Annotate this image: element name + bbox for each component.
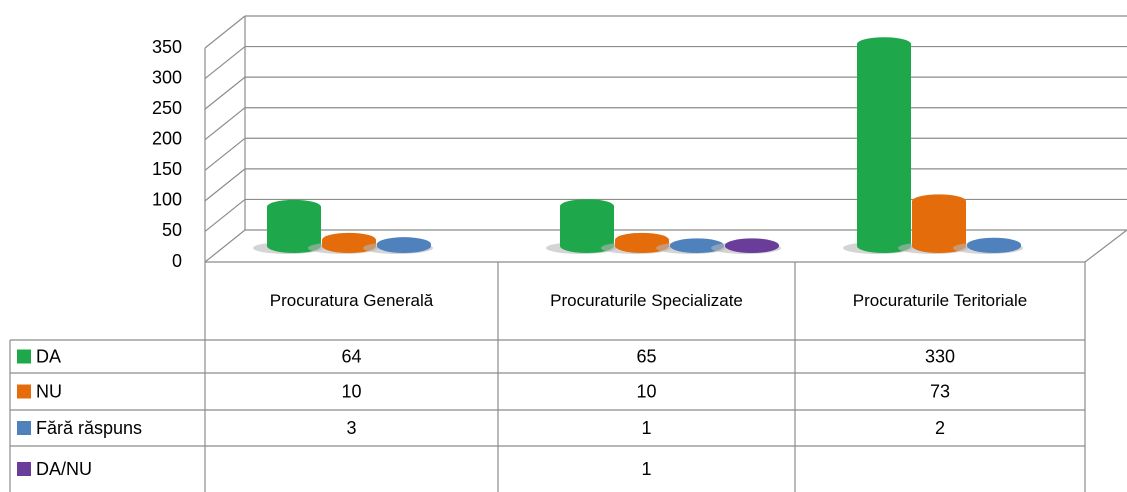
cylinder-top bbox=[615, 232, 669, 247]
legend-swatch bbox=[17, 349, 31, 364]
y-tick-label: 0 bbox=[172, 251, 182, 271]
data-label: 1 bbox=[641, 459, 651, 479]
data-label: 330 bbox=[925, 346, 955, 366]
grid-line bbox=[204, 107, 246, 141]
category-cell: Procuratura Generală bbox=[269, 291, 434, 310]
y-tick-label: 250 bbox=[152, 98, 182, 118]
category-cell: Procuraturile Specializate bbox=[550, 291, 743, 310]
cylinder-top bbox=[967, 237, 1021, 252]
data-label: 73 bbox=[930, 381, 950, 401]
y-tick-label: 300 bbox=[152, 67, 182, 87]
y-tick-label: 100 bbox=[152, 190, 182, 210]
data-label: 64 bbox=[341, 346, 361, 366]
legend-label: DA bbox=[36, 346, 61, 366]
legend-label: Fără răspuns bbox=[36, 418, 142, 438]
cylinder-top bbox=[670, 238, 724, 253]
data-label: 10 bbox=[341, 381, 361, 401]
cylinder-top bbox=[560, 199, 614, 214]
cylinder-top bbox=[725, 238, 779, 253]
cylinder bbox=[912, 201, 966, 246]
cylinder bbox=[857, 44, 911, 246]
data-label: 1 bbox=[641, 418, 651, 438]
legend-label: DA/NU bbox=[36, 459, 92, 479]
data-label: 10 bbox=[636, 381, 656, 401]
grid-line bbox=[204, 76, 246, 110]
y-tick-label: 50 bbox=[162, 220, 182, 240]
grid-line bbox=[204, 229, 246, 263]
data-label: 2 bbox=[935, 418, 945, 438]
data-label: 3 bbox=[346, 418, 356, 438]
y-tick-label: 200 bbox=[152, 128, 182, 148]
x-tick-label: Procuraturile Teritoriale bbox=[852, 291, 1028, 310]
legend-label: NU bbox=[36, 381, 62, 401]
grid-line bbox=[204, 46, 246, 80]
x-tick-label: Procuratura Generală bbox=[269, 291, 434, 310]
grid-line bbox=[204, 15, 246, 49]
x-tick-label: Procuraturile Specializate bbox=[550, 291, 743, 310]
grid-line bbox=[204, 168, 246, 202]
cylinder-top bbox=[322, 232, 376, 247]
cylinder-top bbox=[267, 199, 321, 214]
grid-line bbox=[204, 137, 246, 171]
grid-line bbox=[204, 198, 246, 232]
data-label: 65 bbox=[636, 346, 656, 366]
legend-swatch bbox=[17, 462, 31, 476]
cylinder-top bbox=[912, 194, 966, 209]
category-cell: Procuraturile Teritoriale bbox=[852, 291, 1028, 310]
cylinder-top bbox=[857, 37, 911, 52]
cylinder-top bbox=[377, 237, 431, 252]
y-tick-label: 150 bbox=[152, 159, 182, 179]
legend-swatch bbox=[17, 384, 31, 399]
floor-edge bbox=[1084, 229, 1127, 263]
legend-swatch bbox=[17, 421, 31, 435]
y-tick-label: 350 bbox=[152, 37, 182, 57]
